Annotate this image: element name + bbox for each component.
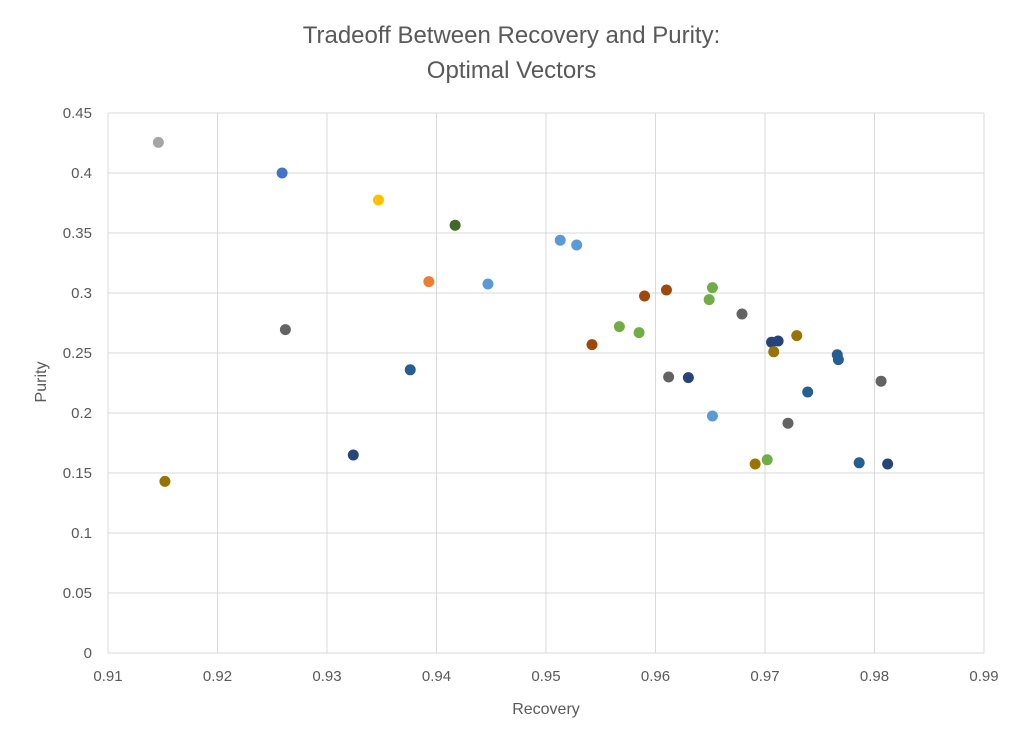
- data-point: [736, 308, 748, 320]
- y-tick-label: 0.15: [63, 465, 92, 482]
- data-point: [853, 457, 865, 469]
- data-point: [279, 324, 291, 336]
- data-point: [482, 278, 494, 290]
- data-point: [802, 386, 814, 398]
- y-tick-label: 0: [84, 645, 92, 662]
- data-point: [772, 335, 784, 347]
- data-point: [586, 339, 598, 351]
- x-tick-label: 0.96: [641, 668, 670, 685]
- chart-title-line-2: Optimal Vectors: [426, 57, 597, 84]
- data-point: [633, 327, 645, 339]
- data-point: [749, 458, 761, 470]
- data-point: [782, 417, 794, 429]
- data-point: [768, 346, 780, 358]
- x-tick-label: 0.93: [312, 668, 341, 685]
- data-point: [791, 330, 803, 342]
- y-tick-labels: 0 0.05 0.1 0.15 0.2 0.25 0.3 0.35 0.4 0.45: [63, 105, 92, 662]
- data-point: [663, 371, 675, 383]
- x-axis-label: Recovery: [512, 701, 580, 718]
- y-tick-label: 0.45: [63, 105, 92, 122]
- x-tick-label: 0.94: [422, 668, 451, 685]
- data-point: [404, 364, 416, 376]
- data-point: [152, 136, 164, 148]
- x-tick-label: 0.99: [969, 668, 998, 685]
- data-point: [423, 276, 435, 288]
- data-point: [660, 284, 672, 296]
- data-point: [882, 458, 894, 470]
- y-tick-label: 0.4: [71, 165, 92, 182]
- data-point: [571, 239, 583, 251]
- x-tick-label: 0.95: [531, 668, 560, 685]
- data-point: [639, 290, 651, 302]
- x-tick-labels: 0.91 0.92 0.93 0.94 0.95 0.96 0.97 0.98 0.99: [93, 668, 998, 685]
- data-point: [449, 219, 461, 231]
- chart-title-line-1: Tradeoff Between Recovery and Purity:: [302, 22, 721, 49]
- x-tick-label: 0.92: [203, 668, 232, 685]
- y-tick-label: 0.1: [71, 525, 92, 542]
- data-point: [875, 375, 887, 387]
- y-tick-label: 0.25: [63, 345, 92, 362]
- y-tick-label: 0.05: [63, 585, 92, 602]
- y-tick-label: 0.35: [63, 225, 92, 242]
- data-point: [347, 449, 359, 461]
- y-tick-label: 0.2: [71, 405, 92, 422]
- data-point: [159, 475, 171, 487]
- x-tick-label: 0.91: [93, 668, 122, 685]
- data-points: [152, 136, 894, 487]
- data-point: [703, 294, 715, 306]
- data-point: [761, 454, 773, 466]
- y-axis-label: Purity: [33, 362, 50, 403]
- y-tick-label: 0.3: [71, 285, 92, 302]
- data-point: [613, 321, 625, 333]
- data-point: [554, 234, 566, 246]
- data-point: [706, 282, 718, 294]
- data-point: [682, 372, 694, 384]
- x-tick-label: 0.97: [750, 668, 779, 685]
- x-tick-label: 0.98: [860, 668, 889, 685]
- data-point: [372, 194, 384, 206]
- data-point: [276, 167, 288, 179]
- data-point: [832, 354, 844, 366]
- gridlines: [107, 112, 985, 654]
- data-point: [706, 410, 718, 422]
